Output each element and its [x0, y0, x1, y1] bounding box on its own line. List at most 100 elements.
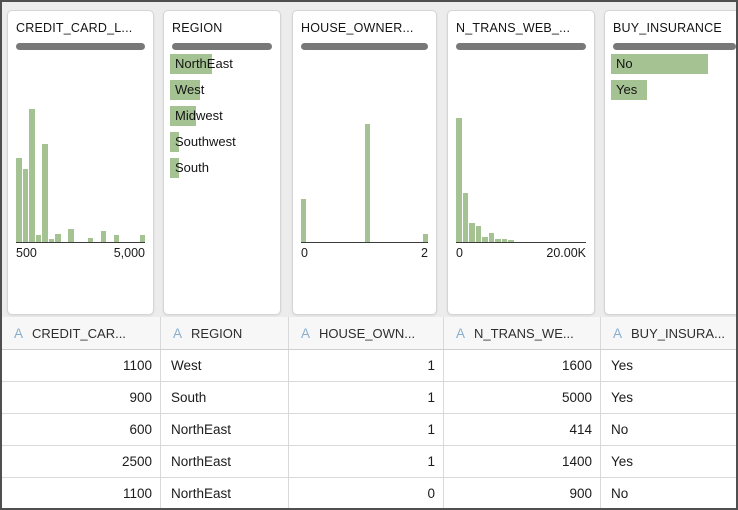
- table-cell[interactable]: 1100: [2, 478, 161, 508]
- histogram-bar[interactable]: [68, 228, 74, 242]
- histogram: [301, 109, 429, 243]
- category-bar[interactable]: [170, 80, 201, 100]
- table-cell[interactable]: 0: [289, 478, 444, 508]
- histogram-bin: [371, 109, 376, 242]
- histogram-bar[interactable]: [22, 168, 28, 242]
- histogram-bar[interactable]: [48, 239, 54, 242]
- histogram-bar[interactable]: [301, 199, 307, 242]
- category-bar[interactable]: [611, 80, 647, 100]
- histogram-bar[interactable]: [87, 238, 93, 242]
- histogram-bin: [42, 109, 48, 242]
- histogram-bin: [139, 109, 145, 242]
- profile-card-region[interactable]: REGION NorthEast West Midwest Southwest Sout…: [163, 10, 281, 315]
- histogram-bar[interactable]: [35, 235, 41, 242]
- profile-card-house-owner[interactable]: HOUSE_OWNER... 0 2: [292, 10, 437, 315]
- axis-labels: 0 2: [301, 246, 428, 260]
- category-row[interactable]: West: [170, 80, 274, 106]
- data-quality-bar[interactable]: [16, 43, 145, 50]
- table-cell[interactable]: 414: [444, 414, 601, 445]
- histogram-bar[interactable]: [113, 235, 119, 242]
- table-cell[interactable]: Yes: [611, 390, 634, 405]
- column-header-credit-card[interactable]: A CREDIT_CAR...: [2, 317, 161, 349]
- table-cell[interactable]: No: [611, 486, 629, 501]
- column-header-house-owner[interactable]: A HOUSE_OWN...: [289, 317, 444, 349]
- histogram-bin: [127, 109, 133, 242]
- table-cell[interactable]: No: [611, 422, 629, 437]
- table-cell[interactable]: NorthEast: [161, 446, 289, 477]
- histogram-bar[interactable]: [16, 158, 22, 242]
- category-row[interactable]: Midwest: [170, 106, 274, 132]
- category-bar[interactable]: [170, 54, 212, 74]
- table-cell[interactable]: 1100: [2, 350, 161, 381]
- histogram-bar[interactable]: [469, 223, 475, 242]
- table-cell[interactable]: 600: [2, 414, 161, 445]
- category-label: South: [175, 160, 209, 175]
- histogram-bar[interactable]: [482, 236, 488, 242]
- category-row[interactable]: Southwest: [170, 132, 274, 158]
- histogram-bar[interactable]: [100, 231, 106, 242]
- histogram-bar[interactable]: [456, 118, 462, 242]
- histogram: [456, 109, 586, 243]
- column-header-region[interactable]: A REGION: [161, 317, 289, 349]
- table-cell[interactable]: 900: [2, 382, 161, 413]
- table-cell[interactable]: South: [161, 382, 289, 413]
- histogram-bar[interactable]: [501, 239, 508, 242]
- category-row[interactable]: Yes: [611, 80, 736, 106]
- category-row[interactable]: No: [611, 54, 736, 80]
- table-header-row: A CREDIT_CAR... A REGION A HOUSE_OWN... …: [2, 317, 736, 350]
- table-cell[interactable]: 5000: [444, 382, 601, 413]
- table-cell[interactable]: West: [161, 350, 289, 381]
- profile-cards-area: CREDIT_CARD_L... 500 5,000 REGION NorthE…: [2, 2, 736, 317]
- table-cell[interactable]: Yes: [611, 454, 634, 469]
- histogram-bar[interactable]: [365, 123, 371, 242]
- category-bar[interactable]: [611, 54, 708, 74]
- table-cell[interactable]: 1600: [444, 350, 601, 381]
- category-bar[interactable]: [170, 106, 196, 126]
- column-header-buy-insurance[interactable]: A BUY_INSURA...: [601, 317, 736, 349]
- card-title: CREDIT_CARD_L...: [16, 21, 133, 35]
- histogram-bar[interactable]: [55, 234, 61, 242]
- category-row[interactable]: NorthEast: [170, 54, 274, 80]
- table-cell[interactable]: 900: [444, 478, 601, 508]
- table-cell[interactable]: NorthEast: [161, 478, 289, 508]
- histogram-bin: [404, 109, 409, 242]
- table-cell[interactable]: Yes: [611, 358, 634, 373]
- data-quality-bar[interactable]: [456, 43, 586, 50]
- histogram-bin: [94, 109, 100, 242]
- data-quality-bar[interactable]: [613, 43, 736, 50]
- table-cell[interactable]: NorthEast: [161, 414, 289, 445]
- histogram-bar[interactable]: [42, 143, 48, 242]
- histogram-bin: [346, 109, 351, 242]
- profile-card-buy-insurance[interactable]: BUY_INSURANCE No Yes: [604, 10, 736, 315]
- category-bar[interactable]: [170, 132, 180, 152]
- histogram-bar[interactable]: [462, 192, 469, 242]
- histogram-bar[interactable]: [422, 234, 429, 242]
- category-bar[interactable]: [170, 158, 180, 178]
- table-cell[interactable]: 1400: [444, 446, 601, 477]
- histogram-bar[interactable]: [139, 235, 145, 242]
- category-bar-list: No Yes: [611, 54, 736, 106]
- histogram-bin: [22, 109, 28, 242]
- table-body: 1100 West 1 1600 Yes 900 South 1 5000 Yes 600 North…: [2, 350, 736, 508]
- data-quality-bar[interactable]: [172, 43, 272, 50]
- table-cell[interactable]: 1: [289, 382, 444, 413]
- histogram-bin: [456, 109, 462, 242]
- histogram-bar[interactable]: [488, 232, 495, 242]
- histogram-bar[interactable]: [475, 226, 482, 242]
- table-cell[interactable]: 1: [289, 350, 444, 381]
- column-type-text-icon: A: [613, 325, 623, 341]
- table-cell[interactable]: 1: [289, 446, 444, 477]
- category-label: Midwest: [175, 108, 223, 123]
- histogram-bar[interactable]: [495, 239, 501, 242]
- table-cell[interactable]: 2500: [2, 446, 161, 477]
- data-quality-bar[interactable]: [301, 43, 428, 50]
- histogram-bar[interactable]: [29, 109, 35, 242]
- profile-card-n-trans-web[interactable]: N_TRANS_WEB_... 0 20.00K: [447, 10, 595, 315]
- table-cell[interactable]: 1: [289, 414, 444, 445]
- histogram-bar[interactable]: [508, 240, 514, 242]
- column-header-n-trans-web[interactable]: A N_TRANS_WE...: [444, 317, 601, 349]
- category-row[interactable]: South: [170, 158, 274, 184]
- profile-card-credit-card-limit[interactable]: CREDIT_CARD_L... 500 5,000: [7, 10, 154, 315]
- data-table: A CREDIT_CAR... A REGION A HOUSE_OWN... …: [2, 317, 736, 508]
